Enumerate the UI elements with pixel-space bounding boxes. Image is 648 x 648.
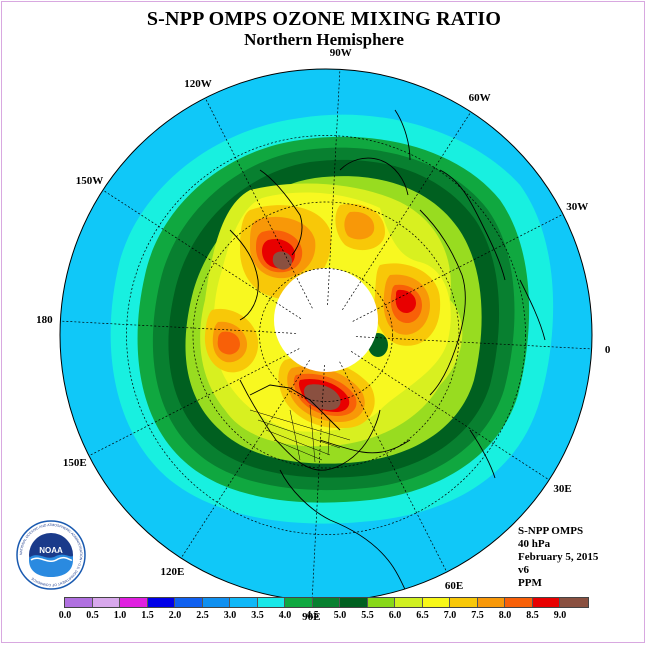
colorbar-cell: [477, 598, 505, 607]
longitude-label-60w: 60W: [468, 92, 491, 105]
colorbar-cell: [422, 598, 450, 607]
meridian-line: [339, 361, 448, 573]
meridian-line: [350, 351, 550, 481]
longitude-label-150e: 150E: [62, 457, 87, 470]
colorbar-tick-label: 6.0: [388, 610, 402, 621]
latitude-circle: [192, 201, 460, 469]
latitude-circle: [259, 268, 393, 402]
colorbar-tick-label: 1.0: [113, 610, 127, 621]
colorbar-tick-label: 0.5: [86, 610, 99, 621]
colorbar-tick-label: 6.5: [416, 610, 429, 621]
ozone-band-9-0: [272, 251, 341, 410]
map-info-block: S-NPP OMPS 40 hPa February 5, 2015 v6 PP…: [518, 525, 598, 590]
longitude-label-90e: 90E: [302, 610, 321, 623]
colorbar-cell: [450, 598, 478, 607]
colorbar-cell: [560, 598, 588, 607]
colorbar-cell: [505, 598, 533, 607]
colorbar-tick-label: 3.5: [251, 610, 264, 621]
longitude-label-30w: 30W: [566, 200, 589, 213]
polar-night-mask: [274, 268, 378, 372]
colorbar-cell: [532, 598, 560, 607]
colorbar-tick-label: 8.5: [526, 610, 539, 621]
meridian-line: [355, 336, 592, 350]
colorbar-tick-label: 2.5: [196, 610, 209, 621]
longitude-label-120w: 120W: [184, 77, 212, 90]
colorbar-tick-label: 0.0: [58, 610, 72, 621]
colorbar-tick-label: 9.0: [553, 610, 567, 621]
colorbar-cell: [92, 598, 120, 607]
colorbar-cell: [285, 598, 313, 607]
colorbar-cell: [230, 598, 258, 607]
latitude-circle: [126, 135, 526, 535]
info-date: February 5, 2015: [518, 551, 599, 563]
colorbar-cell: [147, 598, 175, 607]
colorbar-tick-label: 1.5: [141, 610, 154, 621]
meridian-line: [352, 213, 564, 322]
colorbar-cell: [395, 598, 423, 607]
state-borders: [249, 404, 351, 463]
colorbar: [64, 597, 589, 608]
map-title: S-NPP OMPS OZONE MIXING RATIO: [146, 8, 502, 30]
ozone-band-8-0: [217, 230, 422, 416]
colorbar-tick-label: 4.5: [306, 610, 319, 621]
longitude-label-180: 180: [36, 314, 53, 327]
longitude-label-0: 0: [604, 343, 611, 356]
colorbar-cell: [340, 598, 368, 607]
coastlines: [229, 109, 546, 601]
colorbar-cell: [175, 598, 203, 607]
colorbar-tick-label: 4.0: [278, 610, 292, 621]
info-level: 40 hPa: [518, 538, 551, 550]
meridian-line: [311, 364, 325, 601]
colorbar-tick-label: 5.0: [333, 610, 347, 621]
longitude-label-150w: 150W: [75, 175, 104, 188]
logo-text: NOAA: [39, 546, 63, 555]
map-subtitle: Northern Hemisphere: [244, 30, 404, 49]
meridian-line: [204, 97, 313, 309]
colorbar-cell: [312, 598, 340, 607]
colorbar-tick-label: 8.0: [498, 610, 512, 621]
colorbar-cell: [257, 598, 285, 607]
noaa-logo: NOAA NATIONAL OCEANIC AND ATMOSPHERIC AD…: [16, 520, 86, 590]
colorbar-cell: [120, 598, 148, 607]
colorbar-cell: [65, 598, 93, 607]
colorbar-tick-label: 7.5: [471, 610, 484, 621]
meridian-line: [327, 69, 341, 306]
info-version: v6: [518, 564, 529, 576]
colorbar-cell: [367, 598, 395, 607]
meridian-line: [342, 111, 472, 311]
colorbar-tick-label: 7.0: [443, 610, 457, 621]
longitude-label-30e: 30E: [553, 482, 572, 495]
longitude-label-120e: 120E: [160, 565, 185, 578]
colorbar-tick-label: 2.0: [168, 610, 182, 621]
colorbar-cell: [202, 598, 230, 607]
colorbar-tick-label: 5.5: [361, 610, 374, 621]
colorbar-tick-label: 3.0: [223, 610, 237, 621]
lat-lon-graticule: [60, 69, 592, 601]
meridian-line: [180, 359, 310, 559]
meridian-line: [88, 348, 300, 457]
info-instrument: S-NPP OMPS: [518, 525, 584, 537]
meridian-line: [60, 320, 297, 334]
meridian-line: [102, 189, 302, 319]
info-units: PPM: [518, 577, 542, 589]
longitude-label-60e: 60E: [444, 580, 464, 593]
longitude-label-90w: 90W: [329, 47, 352, 60]
